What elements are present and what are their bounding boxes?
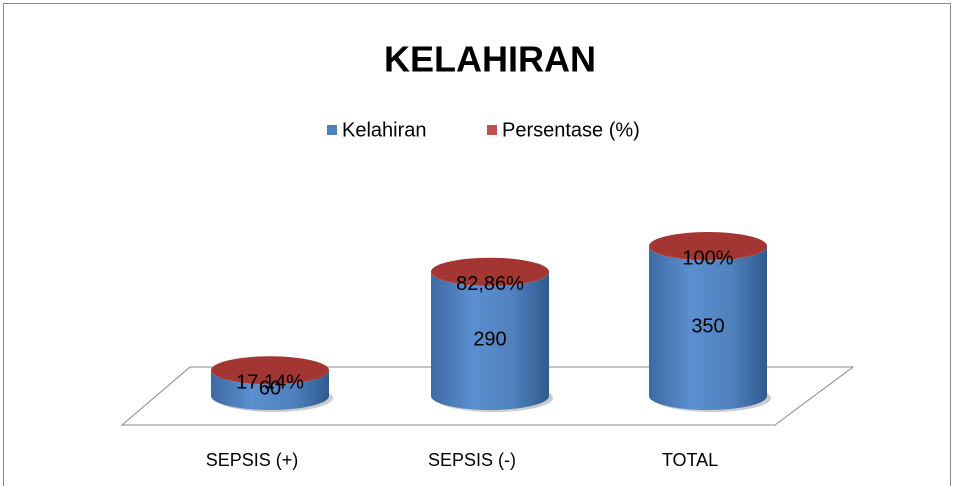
bar-top [649, 232, 767, 260]
x-tick-label: SEPSIS (+) [206, 450, 299, 470]
data-label: 82,86% [456, 273, 524, 295]
bar-top [431, 257, 549, 286]
legend-swatch [487, 125, 497, 135]
bar [431, 272, 549, 410]
data-label: 60 [259, 377, 281, 399]
data-label: 100% [682, 247, 733, 269]
x-tick-label: TOTAL [662, 450, 718, 470]
chart-border [3, 3, 951, 486]
chart-title: KELAHIRAN [384, 39, 596, 80]
data-label: 290 [473, 328, 506, 350]
x-tick-label: SEPSIS (-) [428, 450, 516, 470]
legend-label: Kelahiran [342, 119, 427, 141]
data-label: 350 [691, 315, 724, 337]
legend-swatch [327, 125, 337, 135]
bar [211, 370, 329, 410]
bar-top [211, 356, 329, 385]
bar [649, 246, 767, 410]
legend-label: Persentase (%) [502, 119, 640, 141]
data-label: 17,14% [236, 372, 304, 394]
